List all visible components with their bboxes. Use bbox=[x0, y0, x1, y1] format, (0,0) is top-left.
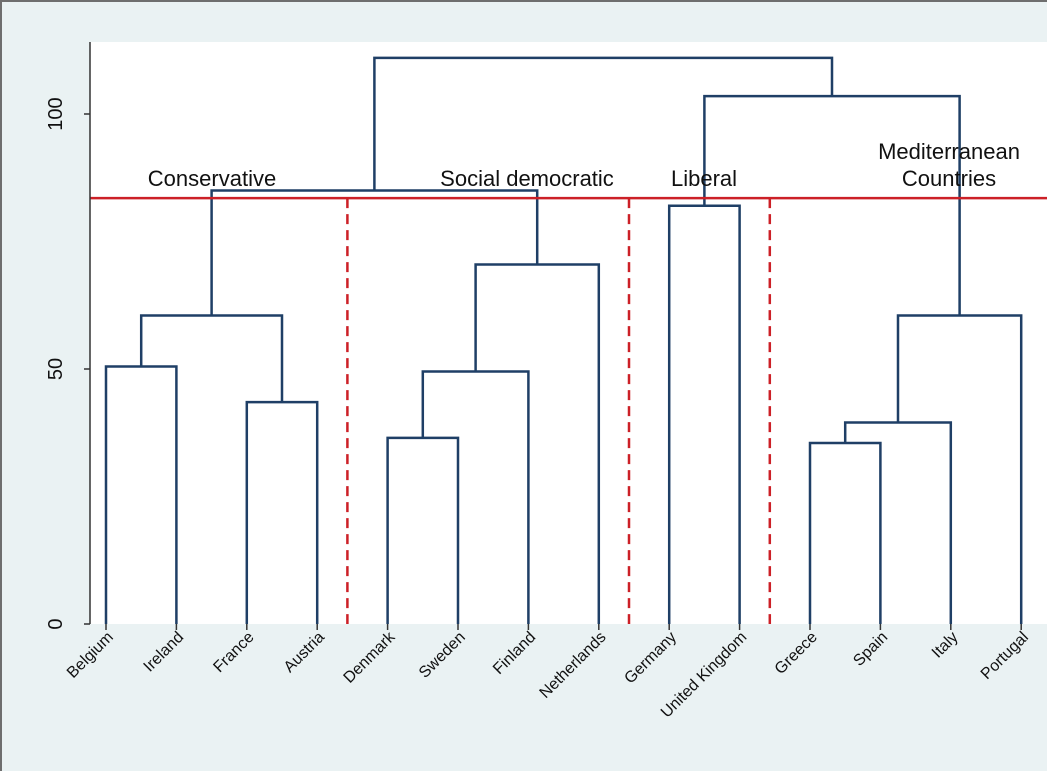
group-label-liberal: Liberal bbox=[671, 166, 737, 191]
dendrogram-branches bbox=[104, 56, 1023, 624]
leaf-label-portugal: Portugal bbox=[978, 629, 1032, 683]
leaf-label-finland: Finland bbox=[490, 629, 539, 678]
y-axis: 0 50 100 bbox=[45, 42, 91, 630]
leaf-label-spain: Spain bbox=[850, 629, 891, 670]
y-tick-label: 100 bbox=[45, 97, 67, 130]
dendrogram-link bbox=[373, 56, 834, 191]
leaf-label-belgium: Belgium bbox=[64, 629, 117, 682]
y-tick-label: 50 bbox=[45, 358, 67, 380]
leaf-label-denmark: Denmark bbox=[341, 628, 400, 687]
group-labels: Conservative Social democratic Liberal Medi… bbox=[148, 139, 1020, 191]
leaf-label-italy: Italy bbox=[929, 629, 962, 662]
leaf-label-germany: Germany bbox=[621, 629, 680, 688]
leaf-label-france: France bbox=[210, 629, 257, 676]
group-label-social-democratic: Social democratic bbox=[440, 166, 614, 191]
plot-area bbox=[90, 42, 1047, 624]
leaf-labels: Belgium Ireland France Austria Denmark Sweden… bbox=[64, 624, 1032, 721]
group-label-conservative: Conservative bbox=[148, 166, 276, 191]
leaf-label-sweden: Sweden bbox=[416, 629, 469, 682]
leaf-label-netherlands: Netherlands bbox=[537, 629, 610, 702]
leaf-label-austria: Austria bbox=[281, 629, 328, 676]
y-tick-label: 0 bbox=[45, 618, 67, 629]
group-cut-lines bbox=[90, 196, 1047, 624]
leaf-label-ireland: Ireland bbox=[141, 629, 188, 676]
leaf-label-greece: Greece bbox=[772, 629, 821, 678]
group-label-mediterranean-countries: Mediterranean Countries bbox=[878, 139, 1020, 191]
